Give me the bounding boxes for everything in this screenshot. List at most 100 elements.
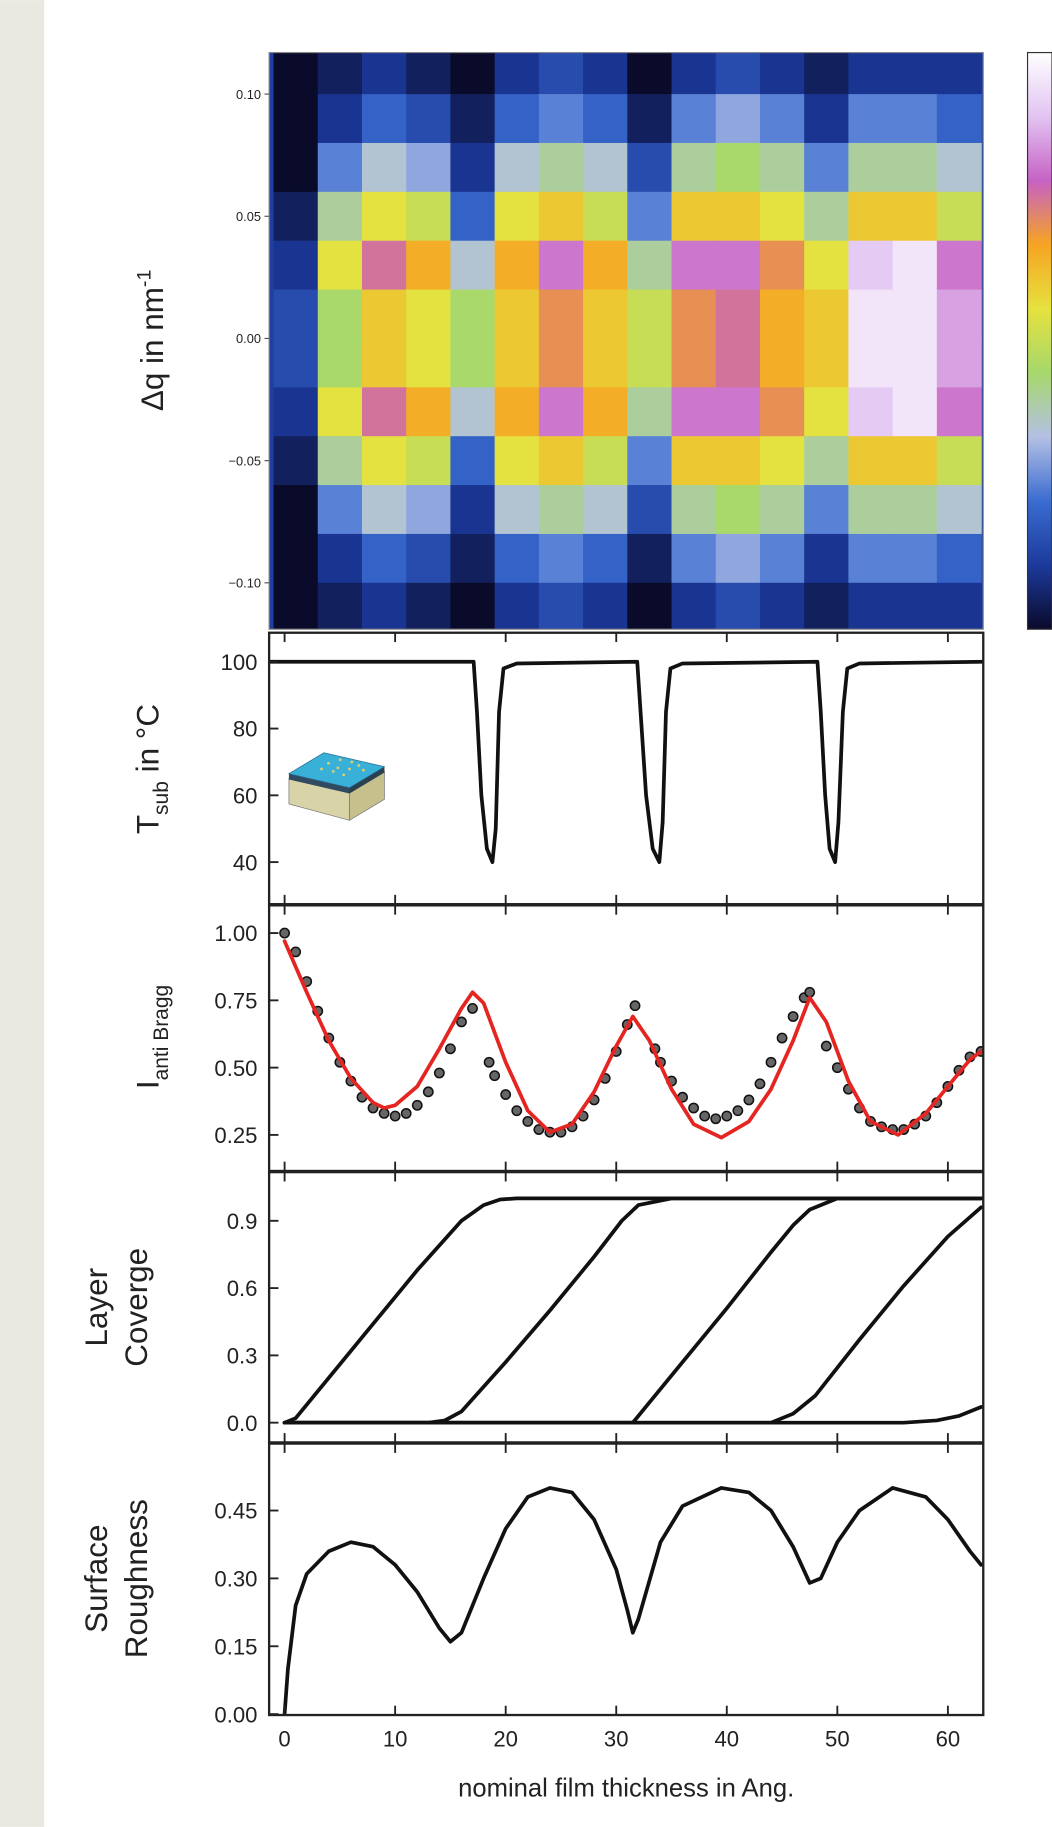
heat-cell [804, 387, 850, 437]
heat-cell [450, 240, 496, 291]
heat-cell [583, 94, 628, 144]
heat-cell [494, 436, 540, 486]
heat-cell [538, 289, 584, 340]
y-label-main: T [130, 815, 165, 834]
y-axis-label: Tsub in °C [130, 704, 172, 834]
y-axis-label: Layer [79, 1268, 114, 1347]
heat-cell [848, 387, 894, 437]
heat-cell [715, 240, 761, 291]
side-strip [0, 0, 45, 1827]
data-point [456, 1016, 467, 1028]
y-axis-label: Roughness [119, 1499, 154, 1658]
heat-cell [317, 533, 363, 584]
heat-cell [627, 142, 673, 193]
y-tick-label: 0.45 [214, 1499, 257, 1524]
heat-cell [936, 485, 982, 535]
heat-cell [627, 387, 673, 437]
y-tick-label: 0.10 [236, 87, 261, 102]
heat-cell [583, 582, 628, 630]
heat-cell [892, 240, 938, 291]
heat-cell [671, 142, 717, 193]
data-point [710, 1113, 722, 1125]
data-point [500, 1089, 512, 1100]
heat-cell [936, 582, 982, 630]
heat-cell [804, 485, 850, 535]
data-point [754, 1078, 766, 1090]
heat-cell [583, 52, 628, 95]
heat-cell [273, 191, 319, 242]
data-point [533, 1124, 545, 1135]
heat-cell [804, 240, 850, 291]
data-line [282, 1405, 983, 1425]
x-tick-label: 10 [383, 1726, 408, 1751]
heat-cell [936, 338, 982, 389]
heat-cell [804, 94, 850, 144]
heat-cell [936, 387, 982, 437]
heat-cell [671, 289, 717, 340]
heat-cell [936, 289, 982, 340]
heat-cell [848, 485, 894, 535]
heat-cell [671, 436, 717, 486]
x-tick-label: 50 [825, 1726, 850, 1751]
y-tick-label: −0.05 [229, 453, 261, 468]
heat-cell [715, 191, 761, 242]
heat-cell [759, 582, 805, 630]
plot-area [269, 659, 984, 864]
x-tick-label: 40 [714, 1726, 739, 1751]
heat-cell [538, 582, 584, 630]
data-point [743, 1094, 755, 1106]
heat-cell [892, 582, 938, 630]
heat-cell [583, 436, 628, 486]
heat-cell [317, 338, 363, 389]
heat-cell [361, 485, 407, 535]
data-point [400, 1107, 412, 1119]
heat-cell [848, 191, 894, 242]
data-point [732, 1105, 744, 1117]
heat-cell [406, 52, 452, 95]
heat-cell [273, 387, 319, 437]
heat-cell [317, 436, 363, 486]
heat-cell [804, 52, 850, 95]
data-point [489, 1070, 501, 1082]
y-tick-label: 0.0 [227, 1411, 258, 1436]
heat-cell [273, 94, 319, 144]
heat-cell [759, 485, 805, 535]
heat-cell [273, 485, 319, 535]
y-tick-label: 1.00 [214, 921, 257, 946]
data-point [804, 986, 816, 998]
heat-cell [759, 52, 805, 95]
data-point [483, 1056, 495, 1068]
heat-cell [627, 338, 673, 389]
heat-cell [361, 387, 407, 437]
y-tick-label: −0.10 [229, 575, 261, 590]
heat-cell [671, 52, 717, 95]
heat-cell [715, 582, 761, 630]
data-point [433, 1067, 445, 1079]
heat-cell [627, 533, 673, 584]
data-point [699, 1110, 711, 1122]
heat-cell [627, 582, 673, 630]
y-tick-label: 0.3 [227, 1344, 258, 1369]
heat-cell [936, 142, 982, 193]
heat-cell [317, 94, 363, 144]
heat-cell [450, 142, 496, 193]
y-tick-label: 0.75 [214, 988, 257, 1013]
heat-cell [759, 289, 805, 340]
y-label-rest: in °C [130, 704, 165, 781]
layer-stack-inset [287, 752, 386, 821]
heat-cell [804, 533, 850, 584]
heat-cell [494, 94, 540, 144]
data-point [389, 1110, 401, 1122]
heat-cell [317, 191, 363, 242]
heat-cell [406, 582, 452, 630]
heat-cell [317, 485, 363, 535]
y-tick-label: 0.00 [214, 1702, 257, 1727]
heat-cell [848, 436, 894, 486]
heat-cell [361, 289, 407, 340]
heat-cell [804, 289, 850, 340]
y-tick-label: 60 [233, 783, 258, 808]
data-line [269, 659, 984, 864]
heat-cell [804, 582, 850, 630]
heat-cell [361, 533, 407, 584]
